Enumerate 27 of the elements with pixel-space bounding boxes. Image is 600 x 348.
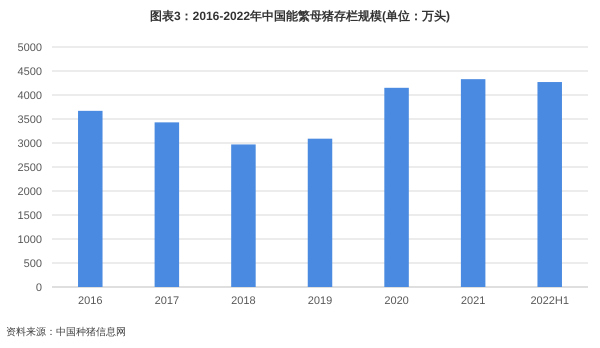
- y-tick-label: 1500: [18, 210, 42, 222]
- y-tick-label: 4000: [18, 90, 42, 102]
- chart-title: 图表3：2016-2022年中国能繁母猪存栏规模(单位：万头): [150, 9, 450, 23]
- bar: [154, 122, 180, 287]
- y-tick-label: 3500: [18, 114, 42, 126]
- y-tick-label: 500: [24, 258, 42, 270]
- y-tick-label: 4500: [18, 66, 42, 78]
- x-tick-label: 2018: [231, 295, 256, 307]
- y-tick-label: 3000: [18, 138, 42, 150]
- y-tick-label: 0: [36, 282, 42, 294]
- bar: [231, 144, 256, 287]
- y-tick-label: 2500: [18, 162, 42, 174]
- x-tick-label: 2019: [308, 295, 332, 307]
- bar: [384, 88, 409, 287]
- y-tick-label: 2000: [18, 186, 42, 198]
- bar: [308, 138, 332, 287]
- y-tick-label: 5000: [18, 42, 42, 54]
- x-tick-label: 2017: [154, 295, 180, 307]
- x-tick-label: 2022H1: [530, 295, 569, 307]
- bar: [78, 110, 103, 287]
- x-tick-label: 2016: [78, 295, 103, 307]
- bar: [537, 82, 562, 287]
- x-tick-label: 2021: [460, 295, 486, 307]
- text: 资料来源：中国种猪信息网: [6, 326, 126, 338]
- x-tick-label: 2020: [384, 295, 409, 307]
- y-tick-label: 1000: [18, 234, 42, 246]
- bar: [460, 79, 486, 287]
